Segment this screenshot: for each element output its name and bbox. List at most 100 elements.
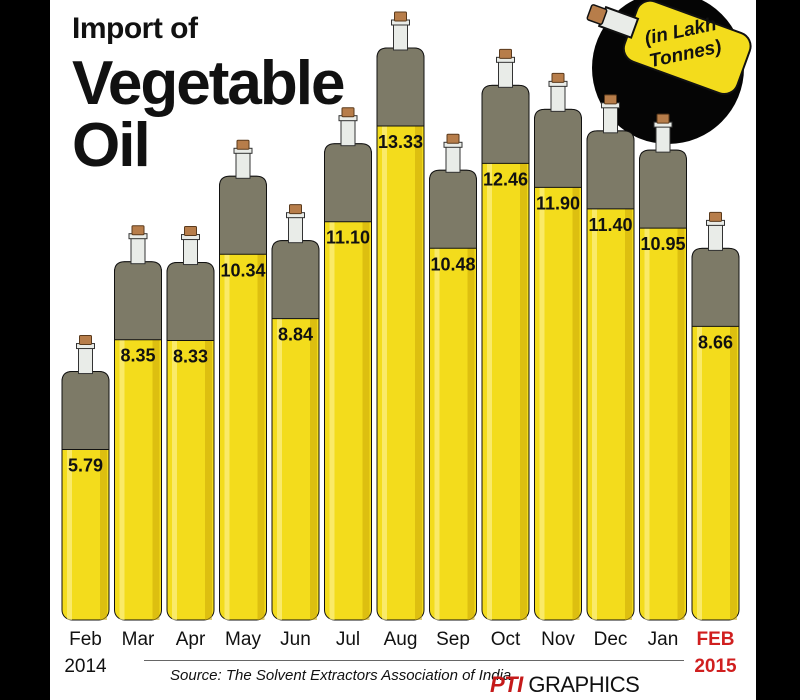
data-label-may: 10.34 [220,260,265,280]
bottle-neck [340,119,356,147]
bottle-shading [362,151,370,620]
bottle-cork [236,139,250,150]
bottle-shading [677,158,685,620]
bottle-shoulder [534,108,582,188]
source-note: Source: The Solvent Extractors Associati… [170,667,512,684]
bottle-highlight [224,184,230,620]
bottle-cork [446,133,460,144]
bottle-neck [655,125,671,153]
bottle-shoulder [639,149,687,229]
credit-brand: PTI [490,672,523,697]
bottle-shoulder [429,169,477,249]
bottle-shading [625,138,632,621]
bottle-highlight [539,117,545,621]
bottle-cork [341,107,355,118]
x-tick-label-aug: Aug [384,629,418,650]
bottle-neck [78,347,93,375]
bottle-shading [730,256,737,620]
bottle-neck [183,238,198,266]
bottle-neck [603,106,618,134]
data-label-jun: 8.84 [278,325,313,345]
bottle-highlight [644,158,650,620]
bottle-shading [572,117,580,621]
bottle-shading [415,56,422,620]
bar-chart: 5.79 Feb 8.35 Mar 8.33 Apr 10.34 May 8.84 Jun 11.1… [61,0,752,677]
bottle-highlight [67,379,72,620]
bottle-neck [393,23,408,51]
data-label-mar: 8.35 [120,346,155,366]
bottle-shading [520,93,527,620]
bottle-shoulder [691,247,740,327]
x-tick-label-oct: Oct [491,629,521,650]
bottle-shoulder [271,240,320,320]
bottle-highlight [697,256,702,620]
bottle-bar-dec [586,94,635,621]
x-tick-label-mar: Mar [122,629,155,650]
x-tick-label-feb: FEB [697,629,735,650]
bottle-bar-jul [324,107,372,621]
bottle-bar-nov [534,72,582,621]
bottle-neck [708,223,723,251]
bottle-cork [131,225,145,236]
decorative-pour-bottle-icon [586,0,752,96]
bottle-shading [310,248,317,620]
bottle-highlight [277,248,282,620]
data-label-oct: 12.46 [483,169,528,189]
data-label-feb: 5.79 [68,456,103,476]
bottle-highlight [172,270,177,620]
bottle-bar-apr [166,226,215,621]
bottle-shading [257,184,265,620]
bottle-bar-sep [429,133,477,621]
bottle-bar-jan [639,113,687,621]
bottle-highlight [487,93,492,620]
bottle-shoulder [219,175,267,255]
bottle-bar-feb [691,211,740,621]
x-tick-label-may: May [225,629,261,650]
bottle-neck [498,60,513,88]
bottle-highlight [329,151,335,620]
bottle-shoulder [61,371,110,451]
bottle-shoulder [324,143,372,223]
x-tick-label-dec: Dec [594,629,628,650]
x-tick-label-jul: Jul [336,629,360,650]
bottle-shoulder [586,130,635,210]
x-tick-label-apr: Apr [176,629,206,650]
chart-panel: 5.79 Feb 8.35 Mar 8.33 Apr 10.34 May 8.84 Jun 11.1… [50,0,756,700]
credit-text: GRAPHICS [528,672,640,697]
chart-title-line-3: Oil [72,111,151,180]
bottle-shading [467,178,475,620]
bottle-shoulder [481,84,530,164]
data-label-nov: 11.90 [536,193,580,213]
data-label-jan: 10.95 [640,234,685,254]
bottle-shoulder [376,47,425,127]
bottle-cork [499,48,512,59]
bottle-bar-jun [271,204,320,621]
year-label-2015: 2015 [694,656,737,677]
data-label-aug: 13.33 [378,132,423,152]
bottle-bar-feb [61,335,110,621]
bottle-cork [709,211,722,222]
bottle-shoulder [166,262,215,342]
year-label-2014: 2014 [64,656,107,677]
bottle-highlight [434,178,440,620]
data-label-jul: 11.10 [326,228,370,248]
bottle-bar-mar [114,225,162,621]
data-label-apr: 8.33 [173,347,208,367]
data-label-dec: 11.40 [588,215,632,235]
bottle-neck [288,216,303,244]
bottle-cork [656,113,670,124]
bottle-highlight [592,138,597,621]
bottle-bar-may [219,139,267,621]
bottle-neck [235,151,251,179]
bottle-cork [79,335,92,346]
bottle-shading [205,270,212,620]
data-label-feb: 8.66 [698,332,733,352]
bottle-cork [289,204,302,215]
bottle-cork [604,94,617,105]
x-tick-label-sep: Sep [436,629,470,650]
bottle-shoulder [114,261,162,341]
bottle-neck [445,145,461,173]
chart-title-line-1: Import of [72,12,198,45]
bottle-cork [394,11,407,22]
